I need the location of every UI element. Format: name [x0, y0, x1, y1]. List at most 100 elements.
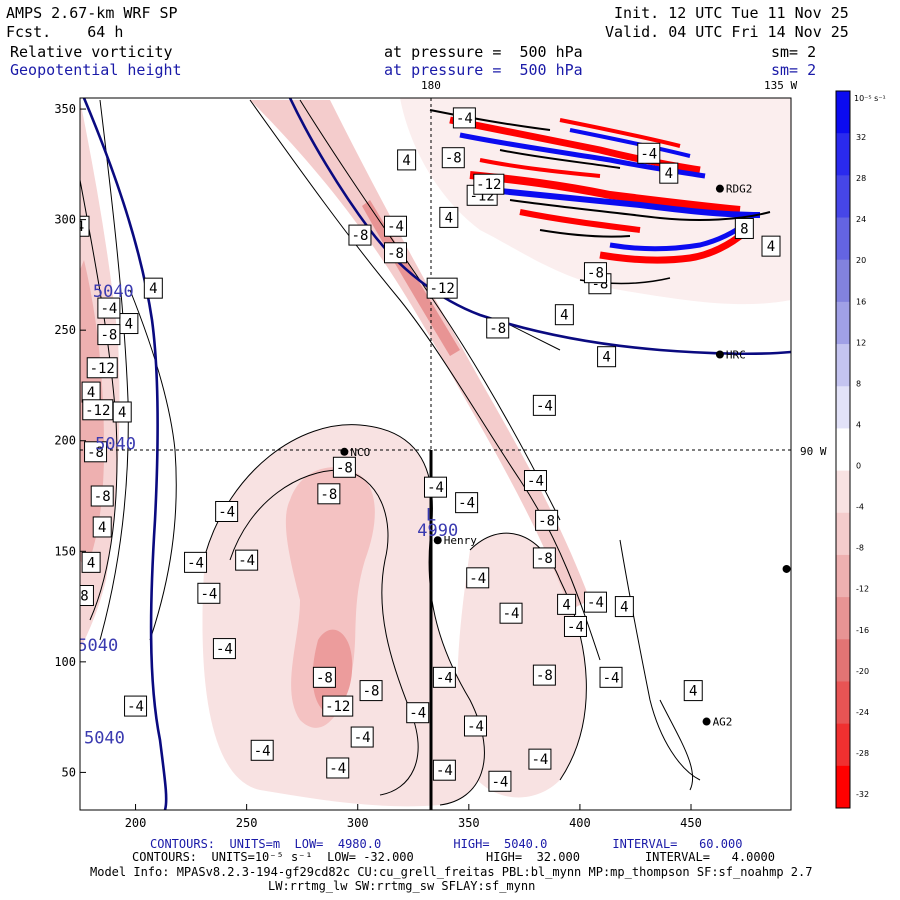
contour-label: -4: [527, 474, 544, 490]
colorbar-segment: [836, 681, 850, 725]
y-tick-label: 200: [54, 434, 76, 448]
x-tick-label: 350: [458, 816, 480, 830]
contour-label: -4: [531, 752, 548, 768]
contour-label: -4: [100, 301, 117, 317]
trough-inner: [285, 467, 375, 728]
colorbar-segment: [836, 428, 850, 472]
contour-label-box: [92, 516, 112, 538]
contour-label: -4: [603, 670, 620, 686]
colorbar-level: -16: [856, 626, 869, 635]
contour-label: -8: [100, 328, 117, 344]
colorbar-segment: [836, 344, 850, 387]
colorbar-level: 32: [856, 133, 866, 142]
model-title: AMPS 2.67-km WRF SP: [6, 4, 178, 22]
contour-label: -4: [127, 699, 144, 715]
footer-physics-info: LW:rrtmg_lw SW:rrtmg_sw SFLAY:sf_mynn: [268, 879, 536, 893]
colorbar-segment: [836, 597, 850, 640]
contour-label: -4: [503, 606, 520, 622]
contour-label-box: [84, 441, 108, 463]
contour-label: -4: [456, 111, 473, 127]
station-label: AG2: [713, 716, 733, 729]
contour-label-box: [535, 509, 559, 531]
contour-label: -4: [587, 595, 604, 611]
contour-label: -4: [469, 571, 486, 587]
colorbar-level: 0: [856, 462, 861, 471]
colorbar-level: 16: [856, 297, 866, 306]
contour-label: -4: [216, 642, 233, 658]
contour-label-box: [406, 702, 430, 724]
contour-label-box: [486, 317, 510, 339]
colorbar-level: 8: [856, 379, 861, 388]
station-label: RDG2: [726, 183, 753, 196]
contour-label-box: [81, 551, 101, 573]
contour-label: -12: [430, 281, 455, 297]
x-tick-label: 200: [125, 816, 147, 830]
colorbar-segment: [836, 765, 850, 809]
contour-label-box: [86, 357, 118, 379]
contour-label-box: [215, 500, 239, 522]
contour-label: -12: [476, 177, 501, 193]
contour-label: -4: [467, 719, 484, 735]
station-dot: [715, 350, 724, 359]
contour-label-box: [359, 680, 383, 702]
station-dot: [702, 717, 711, 726]
contour-label: -4: [436, 670, 453, 686]
contour-label-box: [397, 149, 417, 171]
x-axis-ticks: 200 250 300 350 400 450: [125, 804, 702, 830]
height-contour-north: [288, 98, 791, 356]
colorbar-level: -8: [856, 544, 864, 553]
contour-label-box: [583, 262, 607, 284]
y-tick-label: 300: [54, 213, 76, 227]
station-dot: [782, 564, 791, 573]
lat-90w-label: 90 W: [800, 445, 827, 458]
colorbar-frame: [835, 90, 851, 809]
contour-label: 4: [125, 317, 133, 333]
contour-label: -4: [329, 761, 346, 777]
y-tick-label: 100: [54, 655, 76, 669]
field1-level: at pressure = 500 hPa: [384, 43, 583, 61]
field2-name: Geopotential height: [10, 61, 182, 79]
east-lobe: [457, 533, 587, 798]
footer-height-contours: CONTOURS: UNITS=m LOW= 4980.0 HIGH= 5040…: [150, 837, 743, 851]
colorbar-segment: [836, 554, 850, 598]
height-label: 5040: [77, 636, 118, 656]
contour-label-box: [384, 242, 408, 264]
contour-label-box: [348, 224, 372, 246]
contour-label-box: [532, 547, 556, 569]
contour-label-box: [532, 664, 556, 686]
colorbar-segment: [836, 301, 850, 345]
colorbar-segment: [836, 470, 850, 514]
contour-label-box: [212, 638, 236, 660]
colorbar-level: 4: [856, 420, 861, 429]
contour-label-box: [528, 748, 552, 770]
contour-label: -4: [187, 555, 204, 571]
contour-label-box: [424, 476, 447, 498]
y-axis-ticks: 50 100 150 200 250 300 350: [54, 102, 86, 779]
contour-label-box: [80, 215, 90, 237]
colorbar-level: -28: [856, 749, 869, 758]
contour-label-box: [326, 757, 350, 779]
colorbar-segment: [836, 217, 850, 261]
contour-label-box: [599, 666, 623, 688]
contour-label: -8: [316, 670, 333, 686]
footer-model-info: Model Info: MPASv8.2.3-194-gf29cd82c CU:…: [90, 865, 813, 879]
contour-label-box: [80, 585, 94, 607]
contour-label-box: [143, 277, 163, 299]
contour-label-box: [523, 470, 547, 492]
contour-label: 8: [80, 589, 88, 605]
contour-label-box: [317, 483, 341, 505]
contour-label-box: [432, 759, 456, 781]
contour-label-box: [659, 162, 679, 184]
colorbar-level: -24: [856, 708, 869, 717]
height-label: 5040: [95, 435, 136, 455]
lon-135w-label: 135 W: [764, 79, 798, 92]
contour-label: -4: [640, 146, 657, 162]
contour-label-box: [184, 551, 208, 573]
field2-smoothing: sm= 2: [771, 61, 817, 79]
contour-label: 4: [402, 153, 410, 169]
colorbar-unit: 10⁻⁵ s⁻¹: [854, 94, 886, 103]
x-tick-label: 450: [680, 816, 702, 830]
contour-label: -4: [436, 763, 453, 779]
